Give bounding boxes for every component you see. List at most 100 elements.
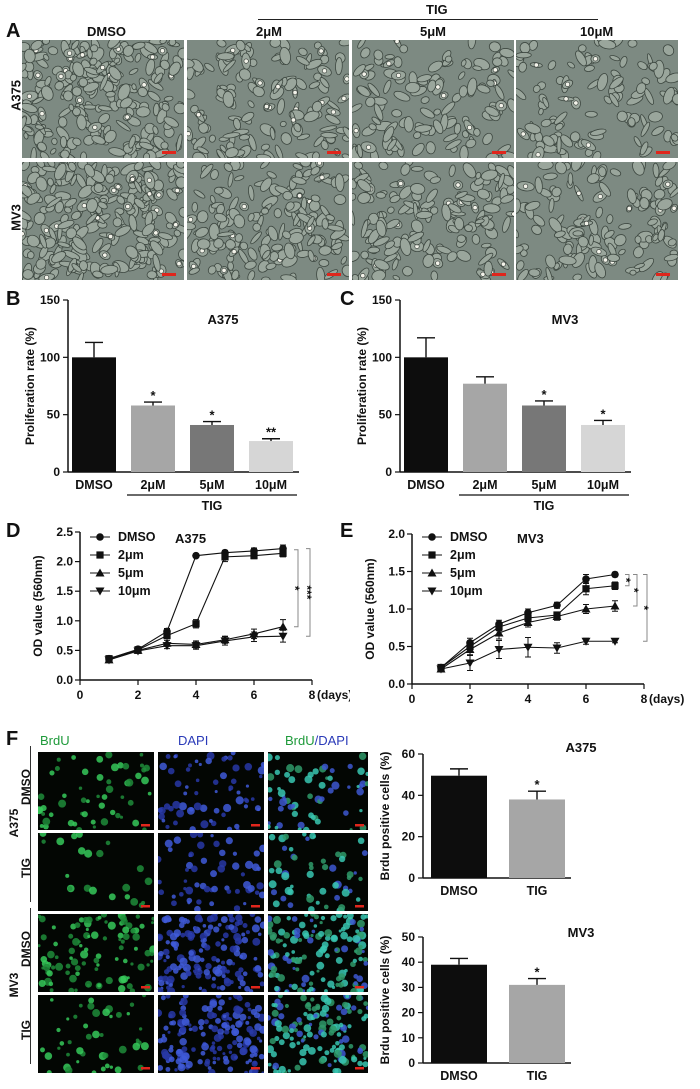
cell bbox=[216, 52, 235, 61]
nucleus bbox=[346, 871, 354, 879]
nucleus bbox=[115, 812, 121, 819]
micrograph-a375-dmso bbox=[22, 40, 184, 158]
cell bbox=[99, 74, 109, 91]
cell bbox=[325, 214, 335, 221]
y-tick-label: 50 bbox=[402, 930, 416, 944]
cell bbox=[368, 123, 377, 131]
cell bbox=[22, 116, 27, 131]
nucleus bbox=[329, 768, 335, 774]
nucleus bbox=[268, 833, 276, 841]
cell bbox=[614, 234, 627, 247]
nucleus bbox=[38, 944, 41, 948]
rounded-cell bbox=[43, 227, 49, 233]
nucleus bbox=[130, 928, 136, 934]
nucleus bbox=[308, 986, 314, 992]
nucleus bbox=[221, 938, 225, 942]
cell bbox=[107, 40, 122, 49]
nucleus bbox=[302, 930, 309, 937]
cell bbox=[445, 139, 462, 150]
nucleus bbox=[130, 962, 134, 966]
nucleus bbox=[288, 847, 294, 852]
marker-circle bbox=[428, 533, 436, 541]
nucleus bbox=[235, 914, 243, 922]
cell bbox=[375, 219, 387, 237]
cell bbox=[433, 119, 444, 135]
cell bbox=[190, 104, 199, 114]
cell bbox=[22, 42, 31, 52]
cell bbox=[191, 201, 198, 213]
nucleus bbox=[268, 1045, 275, 1054]
rounded-cell bbox=[565, 81, 571, 87]
y-tick-label: 30 bbox=[402, 980, 416, 994]
nucleus bbox=[70, 958, 79, 966]
col-label-dmso: DMSO bbox=[87, 24, 126, 39]
nucleus bbox=[216, 1045, 223, 1052]
rounded-cell bbox=[665, 181, 671, 187]
nucleus bbox=[268, 796, 273, 802]
nucleus bbox=[359, 780, 367, 788]
nucleus bbox=[171, 941, 177, 948]
nucleus bbox=[303, 1011, 308, 1017]
nucleus bbox=[259, 921, 264, 929]
nucleus bbox=[68, 933, 74, 939]
marker-square bbox=[192, 620, 200, 628]
cell bbox=[553, 111, 568, 125]
cell bbox=[22, 102, 38, 113]
nucleus bbox=[278, 928, 286, 936]
nucleus bbox=[338, 904, 346, 911]
nucleus bbox=[268, 753, 273, 762]
nucleus bbox=[165, 754, 171, 759]
nucleus bbox=[213, 926, 220, 933]
nucleus bbox=[287, 902, 294, 909]
nucleus bbox=[313, 1034, 319, 1040]
cell bbox=[516, 87, 527, 100]
nucleus bbox=[214, 790, 218, 794]
nucleus bbox=[67, 886, 73, 892]
nucleus bbox=[338, 1044, 345, 1051]
cell bbox=[64, 198, 77, 208]
y-tick-label: 2.5 bbox=[56, 525, 73, 539]
scale-bar bbox=[251, 824, 260, 827]
nucleus bbox=[96, 794, 100, 799]
cell bbox=[560, 134, 574, 148]
cell bbox=[657, 229, 665, 242]
nucleus bbox=[238, 985, 242, 989]
nucleus bbox=[185, 970, 192, 977]
cell bbox=[554, 122, 564, 131]
x-tick-label: 8 bbox=[641, 692, 648, 706]
cell bbox=[160, 141, 169, 150]
nucleus bbox=[291, 854, 298, 861]
cell bbox=[176, 133, 183, 152]
cell bbox=[360, 250, 369, 260]
nucleus bbox=[253, 1060, 257, 1065]
cell bbox=[545, 267, 553, 280]
nucleus bbox=[183, 879, 188, 883]
nucleus bbox=[238, 940, 242, 944]
cell bbox=[39, 151, 50, 158]
nucleus bbox=[306, 870, 314, 879]
rounded-cell bbox=[520, 131, 526, 137]
cell bbox=[231, 269, 240, 280]
f-column-header-part: BrdU bbox=[40, 733, 70, 748]
nucleus bbox=[88, 886, 97, 895]
nucleus bbox=[87, 1002, 95, 1010]
rounded-cell bbox=[394, 40, 400, 44]
nucleus bbox=[227, 914, 234, 918]
nucleus bbox=[283, 932, 291, 939]
nucleus bbox=[315, 1005, 321, 1011]
cell bbox=[444, 55, 453, 63]
nucleus bbox=[239, 980, 246, 987]
legend-label: 10μm bbox=[118, 584, 151, 598]
x-tick-label: 2 bbox=[467, 692, 474, 706]
cell bbox=[422, 253, 435, 268]
cell bbox=[266, 171, 277, 179]
marker-triangle bbox=[494, 628, 504, 637]
cell bbox=[260, 143, 270, 151]
nucleus bbox=[55, 962, 64, 971]
cell bbox=[427, 79, 437, 93]
rounded-cell bbox=[592, 56, 598, 62]
cell bbox=[636, 82, 647, 95]
cell bbox=[227, 261, 234, 271]
nucleus bbox=[319, 1020, 327, 1028]
rounded-cell bbox=[441, 93, 447, 99]
